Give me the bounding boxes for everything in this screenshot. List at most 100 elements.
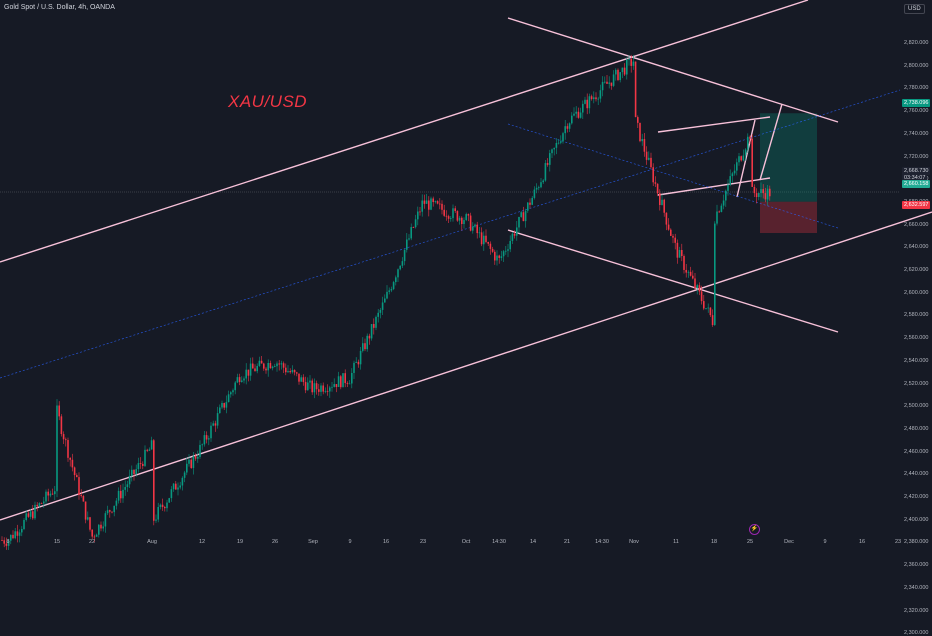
- candle-body: [566, 126, 569, 129]
- candle-body: [333, 384, 335, 387]
- candle-body: [161, 504, 164, 507]
- candle-body: [524, 210, 527, 222]
- candle-body: [439, 203, 441, 205]
- candle-body: [692, 275, 694, 279]
- candle-body: [760, 189, 762, 194]
- candle-body: [766, 188, 769, 200]
- candle-body: [329, 387, 331, 392]
- candle-body: [225, 402, 228, 408]
- candle-body: [373, 324, 375, 328]
- x-tick-label: Oct: [461, 539, 471, 545]
- candle-body: [725, 190, 727, 201]
- candle-body: [267, 363, 269, 371]
- x-tick-label: Nov: [629, 539, 639, 545]
- candle-body: [324, 390, 327, 392]
- candle-body: [221, 403, 223, 408]
- candle-body: [351, 372, 353, 384]
- candle-body: [599, 90, 602, 99]
- candle-body: [505, 250, 507, 252]
- candle-body: [80, 495, 82, 497]
- candle-body: [386, 291, 388, 299]
- candle-body: [432, 198, 434, 203]
- candle-body: [113, 505, 115, 513]
- candle-body: [582, 103, 584, 113]
- candle-body: [280, 363, 283, 365]
- loss-zone: [760, 201, 817, 234]
- candle-body: [58, 405, 60, 417]
- candle-body: [597, 98, 599, 100]
- y-tick-label: 2,800.000: [904, 62, 929, 69]
- candle-body: [397, 269, 399, 278]
- candle-body: [465, 214, 467, 221]
- price-chart[interactable]: [0, 0, 932, 550]
- candle-body: [93, 536, 96, 538]
- candle-body: [436, 201, 439, 204]
- candle-body: [256, 365, 258, 372]
- candle-body: [392, 282, 395, 290]
- candle-body: [139, 463, 142, 464]
- current-price-tag: 2,668.730: [902, 167, 931, 175]
- candle-body: [604, 81, 606, 83]
- candle-body: [186, 463, 188, 473]
- x-tick-label: 23: [419, 539, 427, 545]
- candle-body: [500, 256, 503, 258]
- candle-body: [212, 423, 214, 426]
- candle-body: [518, 216, 520, 228]
- candle-body: [399, 265, 401, 270]
- candle-body: [744, 149, 747, 156]
- candle-body: [410, 227, 412, 239]
- candle-body: [408, 238, 410, 240]
- candle-body: [368, 335, 371, 339]
- candle-body: [395, 277, 397, 283]
- candle-body: [740, 156, 742, 161]
- y-tick-label: 2,480.000: [904, 425, 929, 432]
- candle-body: [509, 240, 511, 250]
- x-tick-label: 18: [710, 539, 718, 545]
- candle-body: [278, 363, 280, 365]
- candle-body: [205, 435, 208, 440]
- candle-body: [38, 503, 41, 507]
- y-tick-label: 2,740.000: [904, 130, 929, 137]
- candle-body: [60, 416, 63, 435]
- candle-body: [241, 380, 243, 382]
- candle-body: [531, 197, 533, 205]
- candle-body: [43, 501, 45, 504]
- candle-body: [643, 139, 646, 152]
- candle-body: [727, 184, 729, 191]
- currency-button[interactable]: USD: [904, 4, 925, 14]
- candle-body: [498, 255, 500, 258]
- candle-body: [414, 219, 417, 228]
- candle-body: [337, 376, 340, 387]
- candle-body: [27, 513, 30, 517]
- candle-body: [648, 157, 650, 160]
- candle-body: [434, 201, 437, 203]
- candle-body: [311, 380, 313, 393]
- candle-body: [252, 363, 254, 369]
- candle-body: [610, 82, 613, 86]
- candle-body: [573, 113, 575, 116]
- candle-body: [3, 540, 5, 544]
- candle-body: [632, 61, 635, 66]
- candle-body: [513, 233, 516, 236]
- candle-body: [71, 459, 74, 468]
- candle-body: [542, 180, 544, 183]
- candle-body: [696, 285, 698, 289]
- lightning-icon[interactable]: ⚡: [749, 524, 760, 535]
- candle-body: [76, 475, 78, 478]
- candle-body: [736, 162, 738, 171]
- candle-body: [144, 449, 146, 466]
- candle-body: [210, 425, 212, 439]
- candle-body: [421, 200, 423, 212]
- candle-body: [32, 511, 34, 519]
- candle-body: [637, 117, 639, 123]
- y-tick-label: 2,760.000: [904, 108, 929, 115]
- y-tick-label: 2,500.000: [904, 403, 929, 410]
- y-tick-label: 2,820.000: [904, 40, 929, 46]
- candle-body: [623, 67, 626, 75]
- y-tick-label: 2,580.000: [904, 312, 929, 319]
- candle-body: [91, 529, 93, 537]
- candle-body: [219, 407, 221, 414]
- candle-body: [322, 385, 324, 392]
- candle-body: [170, 489, 173, 499]
- candle-body: [687, 271, 690, 273]
